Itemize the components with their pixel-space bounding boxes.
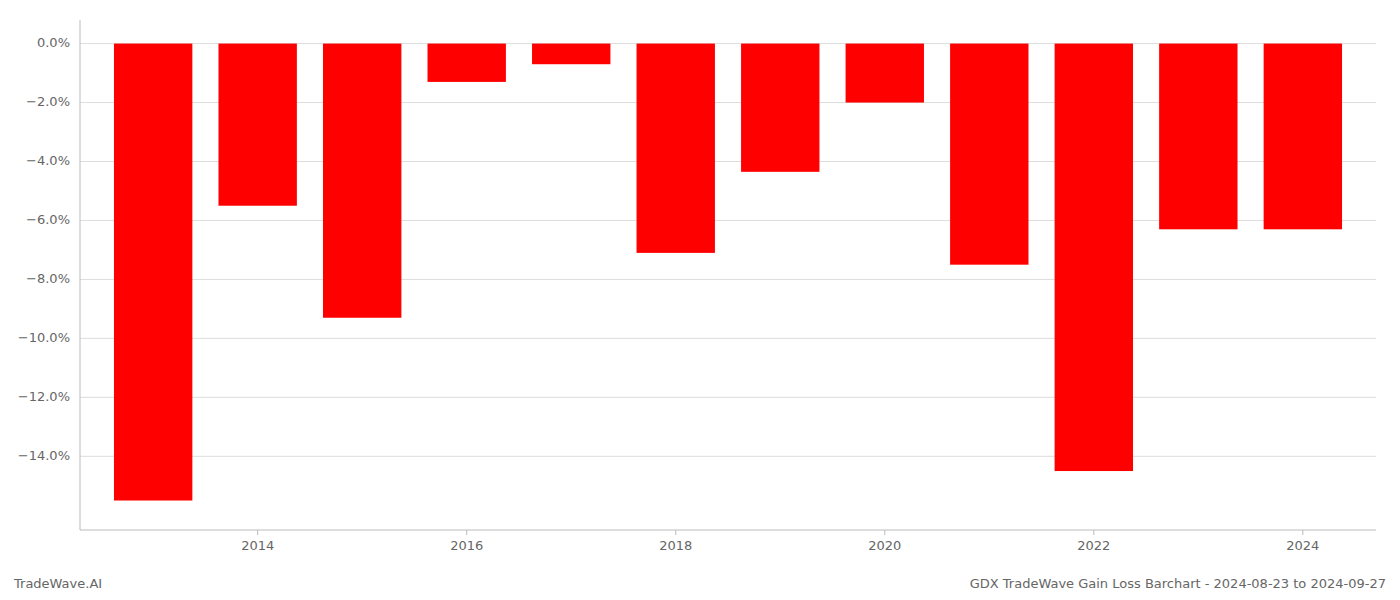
x-tick xyxy=(466,530,467,535)
x-tick-label: 2024 xyxy=(1286,538,1319,553)
y-axis: 0.0% −2.0% −4.0% −6.0% −8.0% −10.0% −12.0% −14.… xyxy=(18,20,80,530)
y-tick-label: −10.0% xyxy=(18,330,70,345)
y-tick-label: −14.0% xyxy=(18,448,70,463)
x-axis: 2014 2016 2018 2020 2022 2024 xyxy=(80,530,1376,553)
x-tick xyxy=(1093,530,1094,535)
x-axis-line xyxy=(80,530,1376,531)
y-tick-label: −8.0% xyxy=(26,271,70,286)
x-tick xyxy=(675,530,676,535)
x-tick-label: 2022 xyxy=(1077,538,1110,553)
bars xyxy=(114,44,1342,501)
grid-line xyxy=(80,456,1376,457)
bar xyxy=(1159,44,1237,230)
bar xyxy=(532,44,610,65)
y-tick-label: 0.0% xyxy=(37,35,70,50)
bar xyxy=(1055,44,1133,471)
bar xyxy=(846,44,924,103)
bar xyxy=(323,44,401,318)
chart: 0.0% −2.0% −4.0% −6.0% −8.0% −10.0% −12.0% −14.… xyxy=(0,0,1400,600)
y-tick-label: −4.0% xyxy=(26,153,70,168)
grid-line xyxy=(80,397,1376,398)
y-tick-label: −2.0% xyxy=(26,94,70,109)
x-tick xyxy=(1302,530,1303,535)
grid-line xyxy=(80,338,1376,339)
title: GDX TradeWave Gain Loss Barchart - 2024-… xyxy=(970,576,1386,591)
x-tick-label: 2016 xyxy=(450,538,483,553)
x-tick-label: 2020 xyxy=(868,538,901,553)
grid-line xyxy=(80,279,1376,280)
bar xyxy=(950,44,1028,265)
bar xyxy=(428,44,506,82)
bar xyxy=(637,44,715,253)
y-axis-line xyxy=(80,20,81,530)
bar xyxy=(741,44,819,172)
watermark: TradeWave.AI xyxy=(13,576,102,591)
bar xyxy=(218,44,296,206)
x-tick-label: 2014 xyxy=(241,538,274,553)
x-tick xyxy=(257,530,258,535)
bar xyxy=(114,44,192,501)
y-tick-label: −6.0% xyxy=(26,212,70,227)
grid xyxy=(80,44,1376,457)
y-tick-label: −12.0% xyxy=(18,389,70,404)
x-tick-label: 2018 xyxy=(659,538,692,553)
bar xyxy=(1264,44,1342,230)
x-tick xyxy=(884,530,885,535)
